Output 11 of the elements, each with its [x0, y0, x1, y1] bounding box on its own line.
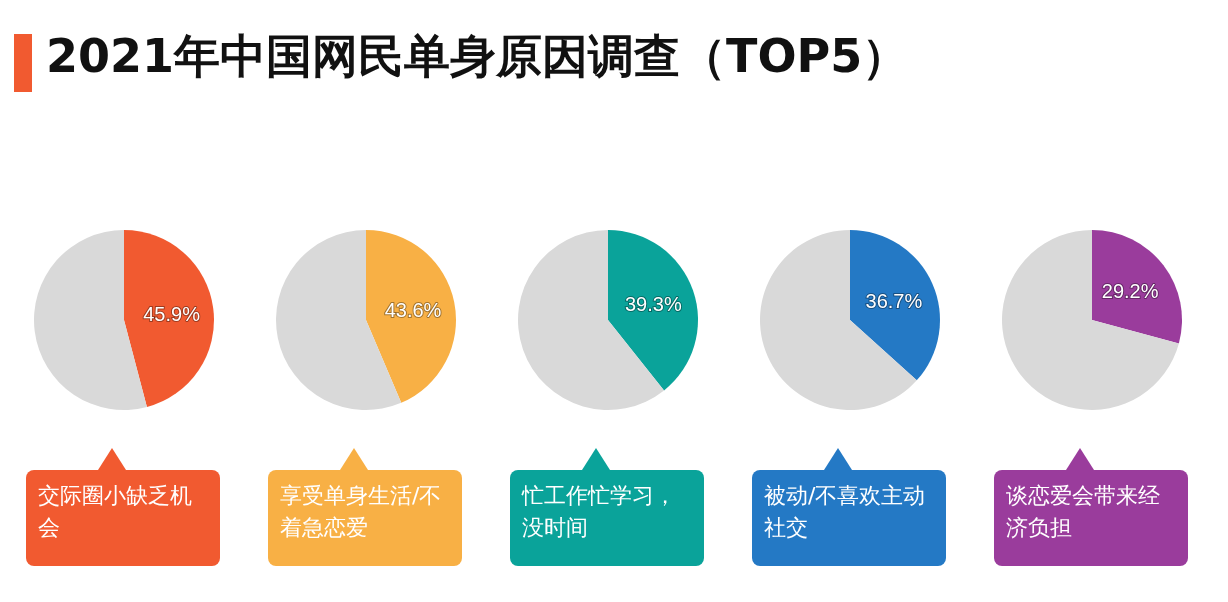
legend-label: 谈恋爱会带来经济负担 — [994, 470, 1188, 566]
legend-label: 交际圈小缺乏机会 — [26, 470, 220, 566]
text: 2021年中国网民单身原因调查（TOP5） — [46, 28, 909, 85]
data-label: 29.2% — [1101, 279, 1159, 302]
data-label: 36.7% — [865, 289, 923, 312]
data-label: 45.9% — [143, 302, 201, 325]
legend-label: 享受单身生活/不着急恋爱 — [268, 470, 462, 566]
legend-label: 忙工作忙学习，没时间 — [510, 470, 704, 566]
legend-label: 被动/不喜欢主动社交 — [752, 470, 946, 566]
data-label: 43.6% — [384, 299, 442, 322]
data-label: 39.3% — [624, 293, 682, 316]
